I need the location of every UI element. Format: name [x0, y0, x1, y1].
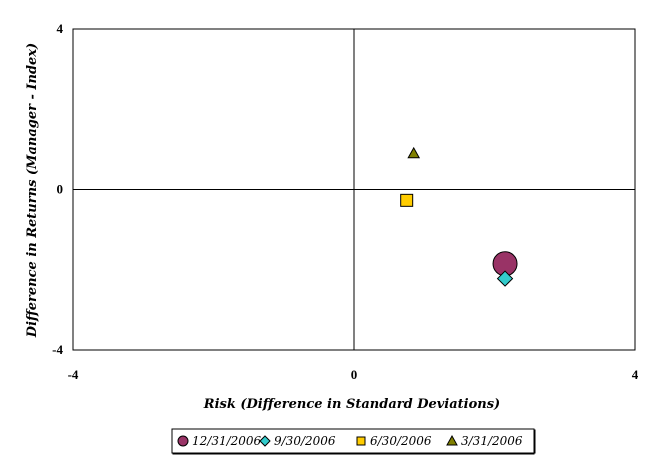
y-tick-label: -4	[52, 342, 63, 357]
legend-marker-circle	[177, 435, 189, 447]
data-point-square	[400, 193, 414, 207]
legend-marker-square	[356, 436, 366, 446]
legend-label: 3/31/2006	[461, 434, 523, 448]
data-point-diamond	[496, 270, 514, 287]
y-tick-label: 0	[57, 182, 64, 197]
x-tick-label: 4	[632, 367, 639, 382]
legend-marker-triangle	[446, 434, 458, 446]
x-tick-label: -4	[68, 367, 79, 382]
data-points	[400, 146, 518, 287]
legend-label: 9/30/2006	[274, 434, 336, 448]
legend-label: 12/31/2006	[192, 434, 262, 448]
x-axis-ticks: -4 0 4	[68, 367, 639, 382]
legend-label: 6/30/2006	[370, 434, 432, 448]
legend: 12/31/2006 9/30/2006 6/30/2006 3/31/2006	[171, 428, 536, 455]
y-axis-ticks: 4 0 -4	[52, 21, 63, 357]
x-tick-label: 0	[351, 367, 358, 382]
y-tick-label: 4	[57, 21, 64, 36]
y-axis-title: Difference in Returns (Manager - Index)	[25, 43, 40, 338]
x-axis-title: Risk (Difference in Standard Deviations)	[203, 397, 500, 412]
legend-box	[171, 428, 535, 454]
legend-marker-diamond	[259, 435, 271, 447]
data-point-triangle	[407, 146, 421, 159]
